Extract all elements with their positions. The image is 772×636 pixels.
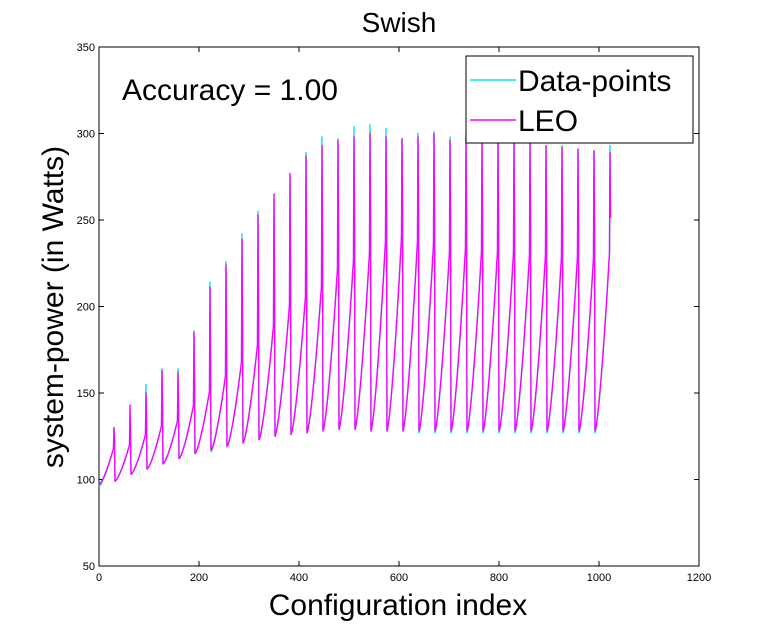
y-tick-label: 150: [77, 388, 95, 400]
axes: 0 200 400 600 800 1000 1200 50 100 150 200 250 300 35…: [77, 42, 712, 584]
y-tick-label: 200: [77, 302, 95, 314]
legend-label: LEO: [518, 105, 578, 138]
x-tick-label: 200: [190, 572, 208, 584]
y-tick-label: 350: [77, 42, 95, 54]
chart-title: Swish: [362, 7, 437, 38]
legend-box: [465, 55, 694, 144]
y-tick-label: 250: [77, 215, 95, 227]
x-tick-label: 1200: [687, 572, 711, 584]
y-axis-label: system-power (in Watts): [37, 146, 70, 468]
y-tick-label: 300: [77, 129, 95, 141]
x-tick-label: 600: [390, 572, 408, 584]
y-tick-label: 50: [83, 561, 95, 573]
x-tick-label: 400: [290, 572, 308, 584]
x-axis-label: Configuration index: [269, 589, 528, 622]
series-line: [98, 132, 612, 486]
y-tick-label: 100: [77, 475, 95, 487]
x-tick-label: 0: [96, 572, 102, 584]
x-tick-label: 800: [490, 572, 508, 584]
accuracy-annotation: Accuracy = 1.00: [122, 74, 338, 107]
legend-label: Data-points: [518, 65, 671, 98]
x-tick-label: 1000: [587, 572, 611, 584]
legend: Data-points LEO: [465, 55, 694, 144]
series-layer: [98, 124, 612, 487]
